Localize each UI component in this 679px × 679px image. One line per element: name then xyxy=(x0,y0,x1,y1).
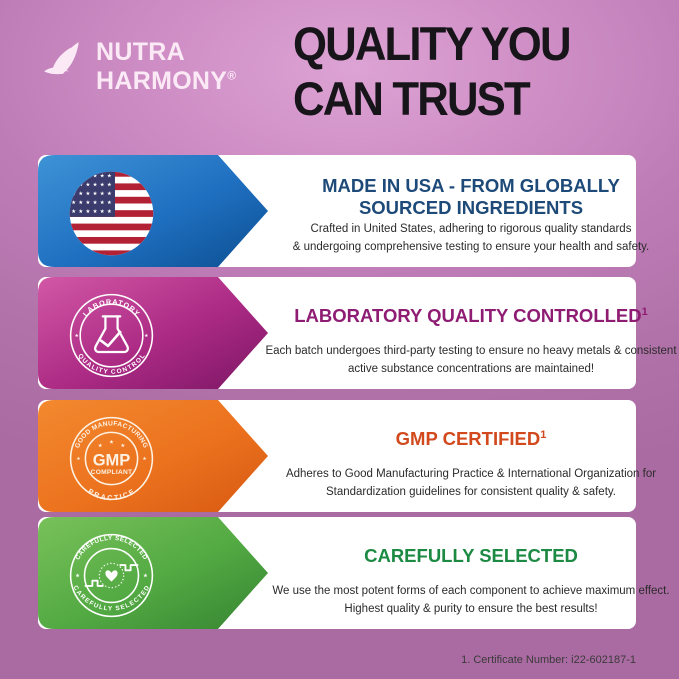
svg-text:COMPLIANT: COMPLIANT xyxy=(91,469,133,476)
svg-text:GOOD MANUFACTURING: GOOD MANUFACTURING xyxy=(74,420,149,449)
svg-text:PRACTICE: PRACTICE xyxy=(86,487,136,502)
svg-text:QUALITY CONTROL: QUALITY CONTROL xyxy=(76,353,147,376)
svg-text:CAREFULLY SELECTED: CAREFULLY SELECTED xyxy=(72,584,152,612)
svg-text:GMP: GMP xyxy=(93,450,131,469)
